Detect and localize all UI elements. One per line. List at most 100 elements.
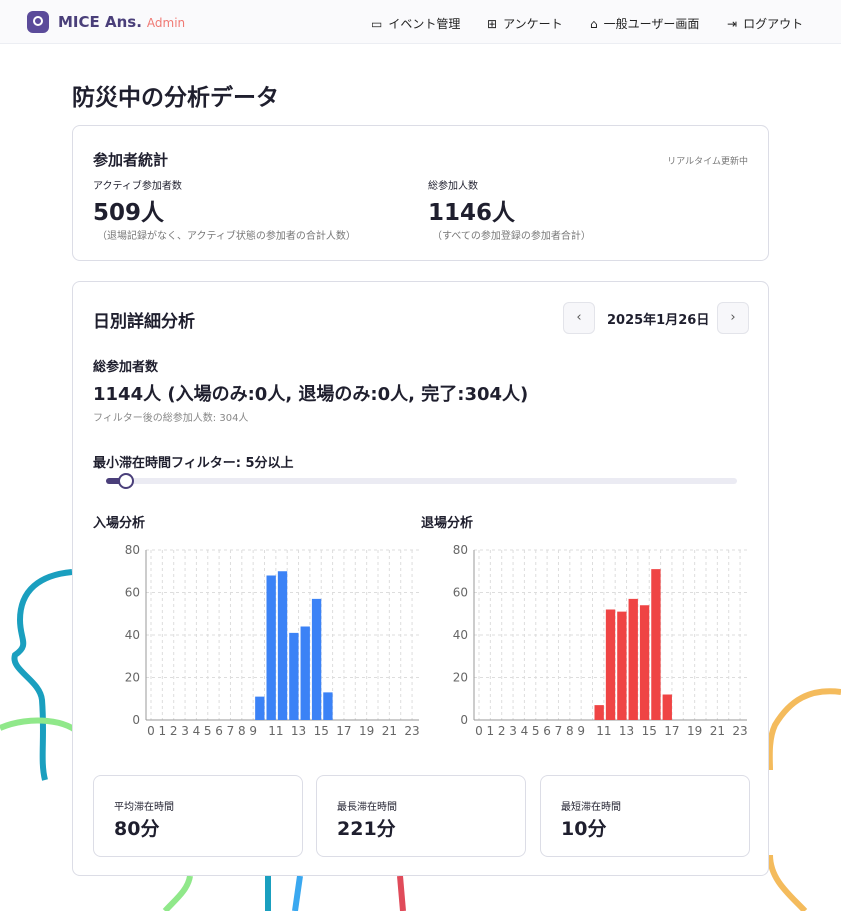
x-tick-label: 1: [159, 724, 167, 738]
next-date-button[interactable]: ›: [717, 302, 749, 334]
y-tick-label: 0: [460, 713, 468, 727]
x-tick-label: 9: [249, 724, 257, 738]
total-note: （すべての参加登録の参加者合計）: [432, 231, 591, 242]
realtime-label: リアルタイム更新中: [667, 157, 748, 167]
stay-time-slider[interactable]: [106, 473, 737, 489]
y-tick-label: 40: [453, 628, 468, 642]
x-tick-label: 15: [642, 724, 657, 738]
x-tick-label: 17: [664, 724, 679, 738]
bar: [651, 569, 661, 720]
x-tick-label: 17: [336, 724, 351, 738]
top-nav: MICE Ans. Admin ▭ イベント管理 ⊞ アンケート ⌂ 一般ユーザー画面 …: [0, 0, 841, 44]
x-tick-label: 13: [619, 724, 634, 738]
page-title: 防災中の分析データ: [72, 85, 279, 111]
total-label: 総参加人数: [428, 181, 478, 192]
x-tick-label: 4: [521, 724, 529, 738]
y-tick-label: 60: [125, 586, 140, 600]
total-value: 1146人: [428, 200, 516, 226]
exit-title: 退場分析: [421, 516, 474, 531]
x-tick-label: 15: [314, 724, 329, 738]
grid-icon: ⊞: [487, 16, 498, 31]
bar: [311, 598, 322, 720]
nav-user-screen[interactable]: ⌂ 一般ユーザー画面: [590, 16, 700, 32]
avg-stay-card: 平均滞在時間 80分: [93, 775, 303, 857]
total-participants-label: 総参加者数: [93, 360, 159, 375]
x-tick-label: 5: [204, 724, 212, 738]
calendar-icon: ▭: [371, 16, 383, 31]
y-tick-label: 80: [125, 544, 140, 557]
brand[interactable]: MICE Ans. Admin: [58, 13, 186, 31]
x-tick-label: 6: [543, 724, 551, 738]
x-tick-label: 2: [170, 724, 178, 738]
bar: [277, 571, 288, 720]
active-note: （退場記録がなく、アクティブ状態の参加者の合計人数）: [97, 231, 356, 242]
x-tick-label: 23: [404, 724, 419, 738]
x-tick-label: 1: [487, 724, 495, 738]
x-tick-label: 0: [147, 724, 155, 738]
x-tick-label: 3: [509, 724, 517, 738]
x-tick-label: 8: [566, 724, 574, 738]
bar: [617, 611, 627, 720]
total-participants-value: 1144人 (入場のみ:0人, 退場のみ:0人, 完了:304人): [93, 384, 529, 405]
entry-title: 入場分析: [93, 516, 146, 531]
x-tick-label: 5: [532, 724, 540, 738]
y-tick-label: 60: [453, 586, 468, 600]
y-tick-label: 80: [453, 544, 468, 557]
daily-analysis-card: 日別詳細分析 ‹ 2025年1月26日 › 総参加者数 1144人 (入場のみ:…: [72, 281, 769, 876]
max-stay-card: 最長滞在時間 221分: [316, 775, 526, 857]
bar: [628, 598, 638, 720]
active-value: 509人: [93, 200, 165, 226]
x-tick-label: 21: [710, 724, 725, 738]
x-tick-label: 7: [555, 724, 563, 738]
avg-stay-value: 80分: [114, 818, 160, 840]
bar: [300, 626, 310, 720]
y-tick-label: 20: [453, 671, 468, 685]
x-tick-label: 0: [475, 724, 483, 738]
y-tick-label: 0: [132, 713, 140, 727]
participant-stats-card: 参加者統計 リアルタイム更新中 アクティブ参加者数 509人 （退場記録がなく、…: [72, 125, 769, 261]
stats-title: 参加者統計: [93, 151, 169, 169]
x-tick-label: 2: [498, 724, 506, 738]
x-tick-label: 3: [181, 724, 189, 738]
x-tick-label: 4: [193, 724, 201, 738]
nav-survey[interactable]: ⊞ アンケート: [487, 16, 563, 32]
filtered-note: フィルター後の総参加人数: 304人: [93, 413, 249, 424]
filter-label: 最小滞在時間フィルター: 5分以上: [93, 456, 294, 471]
min-stay-card: 最短滞在時間 10分: [540, 775, 750, 857]
logo-icon[interactable]: [27, 11, 49, 33]
home-icon: ⌂: [590, 16, 598, 31]
bar: [289, 632, 299, 720]
nav-logout[interactable]: ⇥ ログアウト: [727, 16, 804, 32]
max-stay-value: 221分: [337, 818, 396, 840]
x-tick-label: 19: [359, 724, 374, 738]
bar: [605, 609, 616, 720]
x-tick-label: 21: [382, 724, 397, 738]
x-tick-label: 8: [238, 724, 246, 738]
x-tick-label: 13: [291, 724, 306, 738]
bar: [255, 696, 265, 720]
y-tick-label: 40: [125, 628, 140, 642]
x-tick-label: 7: [227, 724, 235, 738]
min-stay-value: 10分: [561, 818, 607, 840]
x-tick-label: 23: [732, 724, 747, 738]
x-tick-label: 11: [596, 724, 611, 738]
current-date: 2025年1月26日: [607, 313, 710, 328]
bar: [323, 692, 333, 720]
bar: [662, 694, 672, 720]
nav-events[interactable]: ▭ イベント管理: [371, 16, 461, 32]
slider-thumb[interactable]: [118, 473, 134, 489]
chevron-right-icon: ›: [730, 310, 736, 325]
prev-date-button[interactable]: ‹: [563, 302, 595, 334]
x-tick-label: 9: [577, 724, 585, 738]
bar: [266, 575, 276, 720]
daily-title: 日別詳細分析: [93, 312, 195, 332]
x-tick-label: 6: [215, 724, 223, 738]
bar: [639, 605, 650, 720]
brand-sub: Admin: [146, 16, 186, 30]
bar: [594, 705, 604, 720]
active-label: アクティブ参加者数: [93, 181, 182, 192]
y-tick-label: 20: [125, 671, 140, 685]
